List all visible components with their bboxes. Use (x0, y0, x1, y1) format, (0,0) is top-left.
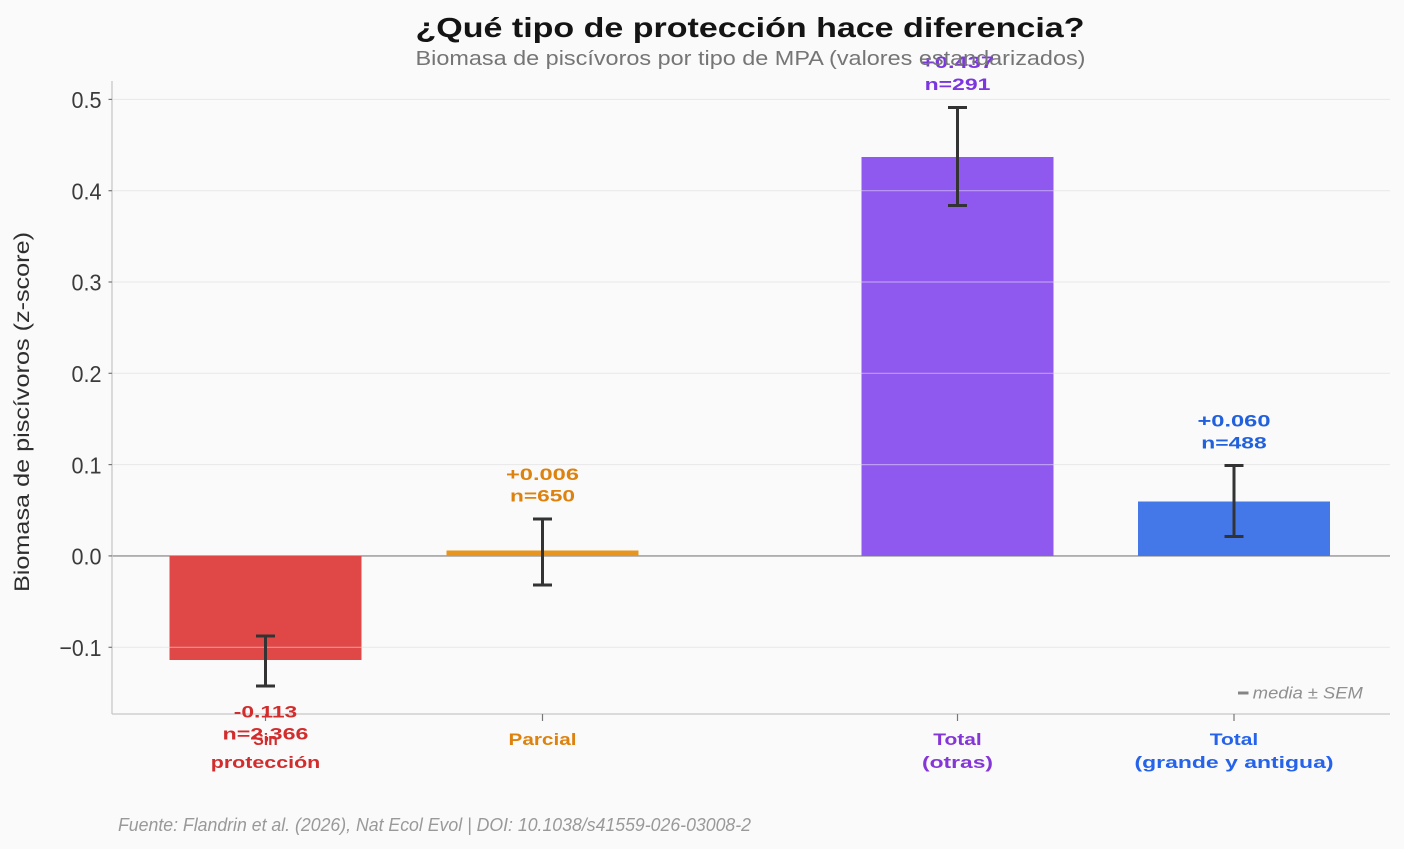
svg-text:media ± SEM: media ± SEM (1253, 685, 1363, 703)
svg-text:0.0: 0.0 (72, 544, 102, 570)
svg-text:0.2: 0.2 (72, 361, 102, 387)
svg-text:+0.060: +0.060 (1198, 412, 1271, 431)
svg-text:n=291: n=291 (925, 75, 991, 94)
svg-text:+0.006: +0.006 (506, 465, 579, 484)
svg-text:Biomasa de piscívoros por tipo: Biomasa de piscívoros por tipo de MPA (v… (416, 48, 1086, 70)
svg-text:Biomasa de piscívoros (z-score: Biomasa de piscívoros (z-score) (11, 232, 34, 592)
svg-text:-0.113: -0.113 (234, 703, 298, 722)
svg-text:0.1: 0.1 (72, 452, 102, 478)
svg-text:−0.1: −0.1 (60, 635, 102, 661)
svg-text:(grande y antigua): (grande y antigua) (1135, 753, 1334, 772)
svg-text:protección: protección (211, 753, 321, 772)
svg-text:0.4: 0.4 (72, 178, 102, 204)
svg-text:n=2,366: n=2,366 (223, 725, 309, 744)
svg-text:(otras): (otras) (922, 753, 993, 772)
svg-text:n=650: n=650 (510, 487, 575, 506)
svg-text:0.3: 0.3 (72, 270, 102, 296)
svg-text:+0.437: +0.437 (921, 53, 994, 72)
svg-text:Sin: Sin (253, 730, 278, 749)
svg-text:Total: Total (933, 730, 982, 749)
svg-text:Fuente: Flandrin et al. (2026): Fuente: Flandrin et al. (2026), Nat Ecol… (118, 815, 751, 835)
svg-text:Total: Total (1210, 730, 1259, 749)
svg-text:¿Qué tipo de protección hace d: ¿Qué tipo de protección hace diferencia? (416, 12, 1085, 43)
svg-text:0.5: 0.5 (72, 87, 102, 113)
svg-text:Parcial: Parcial (509, 730, 577, 749)
svg-text:n=488: n=488 (1201, 434, 1267, 453)
